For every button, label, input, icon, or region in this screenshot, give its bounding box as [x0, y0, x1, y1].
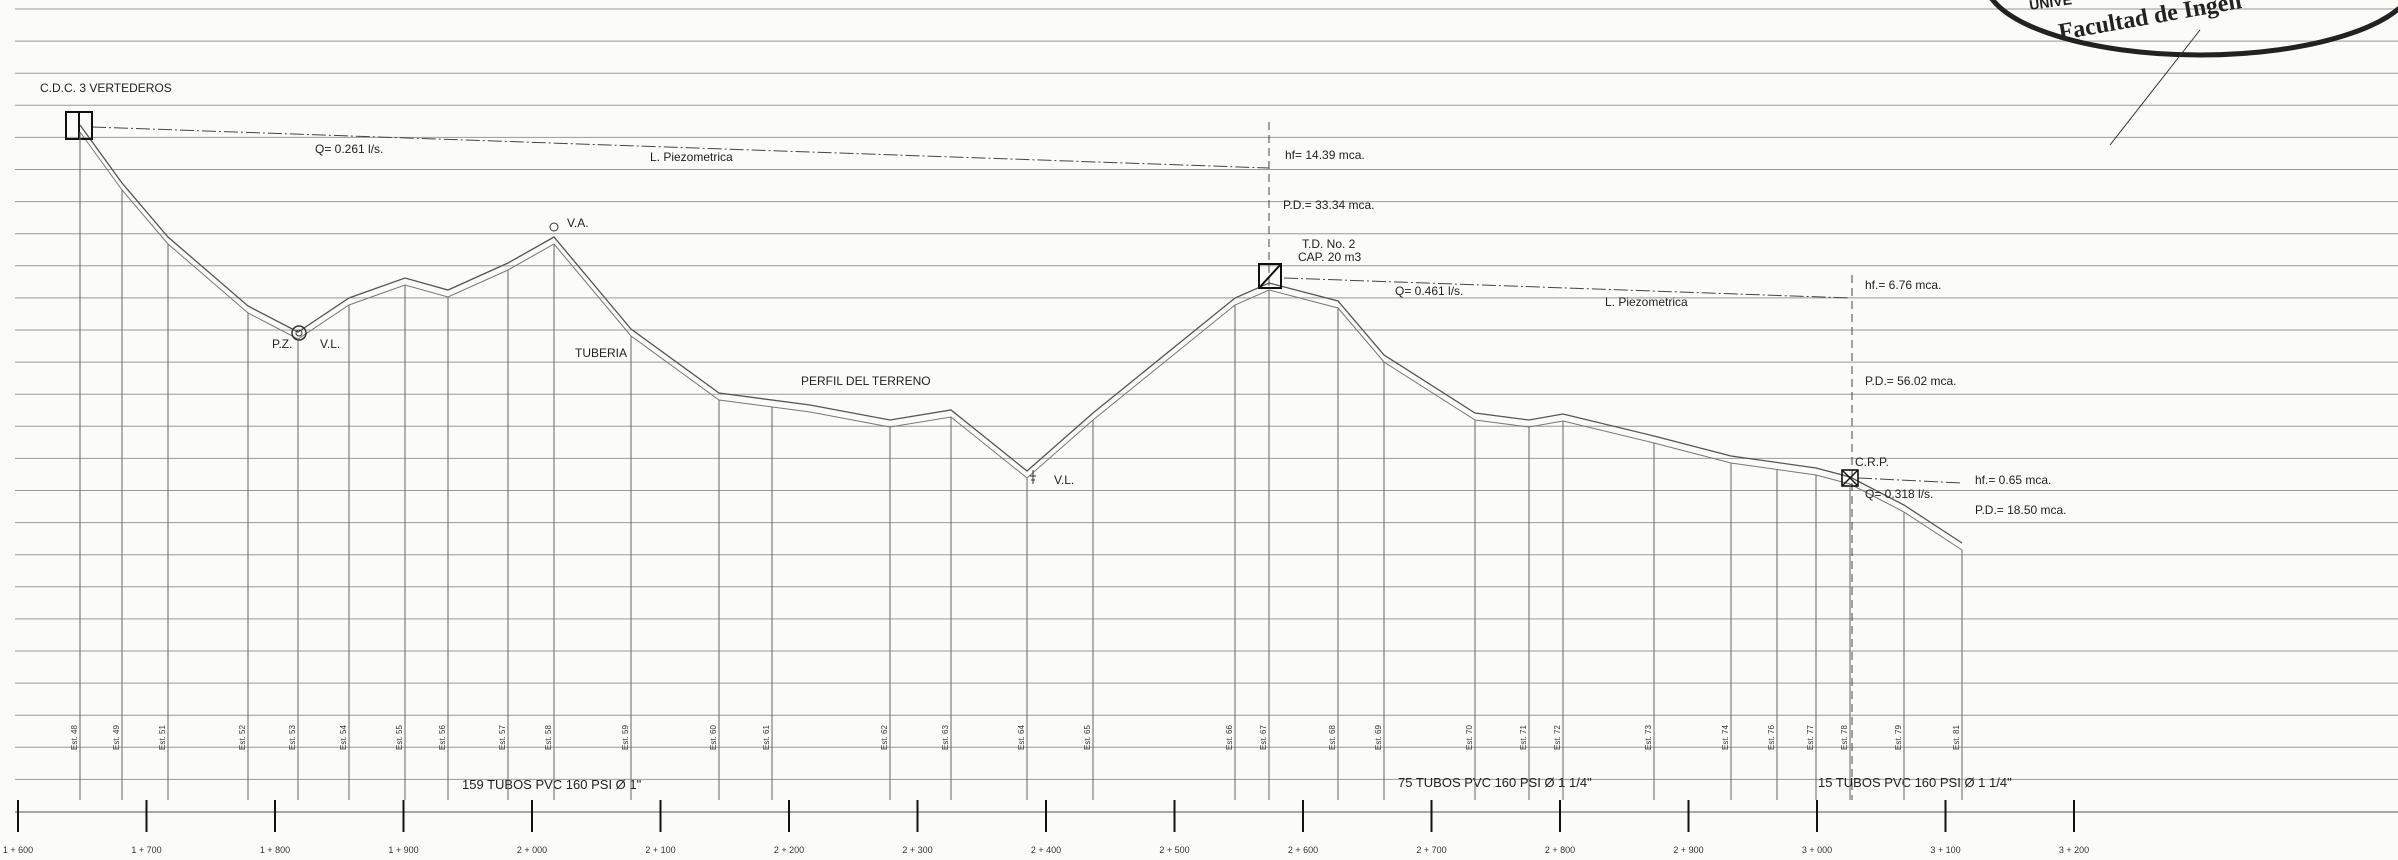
piezometric-line	[1858, 478, 1962, 483]
td-box	[1259, 264, 1281, 288]
vl-symbol	[1030, 470, 1036, 484]
chainage-label: 2 + 700	[1416, 845, 1446, 855]
stamp-line	[2110, 30, 2200, 145]
chainage-label: 2 + 500	[1159, 845, 1189, 855]
station-label: Est. 60	[709, 725, 718, 750]
grid	[15, 9, 2398, 779]
label: L. Piezometrica	[650, 150, 733, 164]
label: P.Z.	[272, 337, 292, 351]
station-label: Est. 67	[1259, 725, 1268, 750]
chainage-label: 1 + 900	[388, 845, 418, 855]
station-label: Est. 73	[1644, 725, 1653, 750]
piezometric-line	[1284, 278, 1850, 298]
label: PERFIL DEL TERRENO	[801, 374, 931, 388]
pipe-spec: 159 TUBOS PVC 160 PSI Ø 1"	[462, 777, 642, 792]
label: Q= 0.461 l/s.	[1395, 284, 1463, 298]
station-label: Est. 68	[1328, 725, 1337, 750]
station-label: Est. 53	[288, 725, 297, 750]
station-label: Est. 81	[1952, 725, 1961, 750]
station-label: Est. 69	[1374, 725, 1383, 750]
station-label: Est. 72	[1553, 725, 1562, 750]
label: hf= 14.39 mca.	[1285, 148, 1365, 162]
chainage-label: 2 + 100	[645, 845, 675, 855]
station-label: Est. 64	[1017, 725, 1026, 750]
label: CAP. 20 m3	[1298, 250, 1361, 264]
station-label: Est. 51	[158, 725, 167, 750]
station-label: Est. 52	[238, 725, 247, 750]
station-label: Est. 63	[941, 725, 950, 750]
va-symbol	[550, 223, 558, 231]
label: T.D. No. 2	[1302, 237, 1356, 251]
station-label: Est. 71	[1519, 725, 1528, 750]
station-label: Est. 65	[1083, 725, 1092, 750]
stamp-text: UNIVE	[2028, 0, 2073, 13]
label: hf.= 6.76 mca.	[1865, 278, 1941, 292]
label: V.L.	[320, 337, 340, 351]
chainage-label: 1 + 800	[260, 845, 290, 855]
terrain-profile	[80, 125, 1962, 543]
station-label: Est. 77	[1806, 725, 1815, 750]
label: hf.= 0.65 mca.	[1975, 473, 2051, 487]
station-label: Est. 59	[621, 725, 630, 750]
label: V.L.	[1054, 473, 1074, 487]
label: P.D.= 18.50 mca.	[1975, 503, 2067, 517]
chainage-label: 1 + 700	[131, 845, 161, 855]
station-label: Est. 61	[762, 725, 771, 750]
station-label: Est. 55	[395, 725, 404, 750]
station-label: Est. 49	[112, 725, 121, 750]
station-label: Est. 76	[1767, 725, 1776, 750]
chainage-label: 3 + 200	[2059, 845, 2089, 855]
label: Q= 0.318 l/s.	[1865, 487, 1933, 501]
label: C.D.C. 3 VERTEDEROS	[40, 81, 172, 95]
pipe-spec: 15 TUBOS PVC 160 PSI Ø 1 1/4"	[1818, 775, 2012, 790]
chainage-label: 2 + 600	[1288, 845, 1318, 855]
station-label: Est. 56	[438, 725, 447, 750]
label: C.R.P.	[1855, 455, 1889, 469]
chainage-label: 2 + 900	[1673, 845, 1703, 855]
station-label: Est. 78	[1840, 725, 1849, 750]
station-label: Est. 62	[880, 725, 889, 750]
chainage-label: 2 + 300	[902, 845, 932, 855]
station-label: Est. 58	[544, 725, 553, 750]
chainage-label: 1 + 600	[3, 845, 33, 855]
chainage-label: 3 + 100	[1930, 845, 1960, 855]
chainage-label: 2 + 000	[517, 845, 547, 855]
chainage-label: 2 + 800	[1545, 845, 1575, 855]
chainage-label: 3 + 000	[1802, 845, 1832, 855]
stamp-text: Facultad de Ingen	[2057, 0, 2244, 46]
label: Q= 0.261 l/s.	[315, 142, 383, 156]
pipe-line	[80, 132, 1962, 550]
chainage-label: 2 + 400	[1031, 845, 1061, 855]
label: P.D.= 56.02 mca.	[1865, 374, 1957, 388]
label: TUBERIA	[575, 346, 627, 360]
label: P.D.= 33.34 mca.	[1283, 198, 1375, 212]
label: L. Piezometrica	[1605, 295, 1688, 309]
station-label: Est. 74	[1721, 725, 1730, 750]
station-label: Est. 66	[1225, 725, 1234, 750]
station-label: Est. 79	[1894, 725, 1903, 750]
station-label: Est. 48	[70, 725, 79, 750]
profile-drawing: UNIVE Facultad de Ingen C.D.C. 3 VERTEDE…	[0, 0, 2398, 860]
station-label: Est. 54	[339, 725, 348, 750]
station-label: Est. 70	[1465, 725, 1474, 750]
label: V.A.	[567, 216, 589, 230]
chainage-label: 2 + 200	[774, 845, 804, 855]
generated: Est. 48 Est. 49 Est. 51 Est. 52 Est. 53 Est. …	[3, 132, 2398, 855]
station-label: Est. 57	[498, 725, 507, 750]
